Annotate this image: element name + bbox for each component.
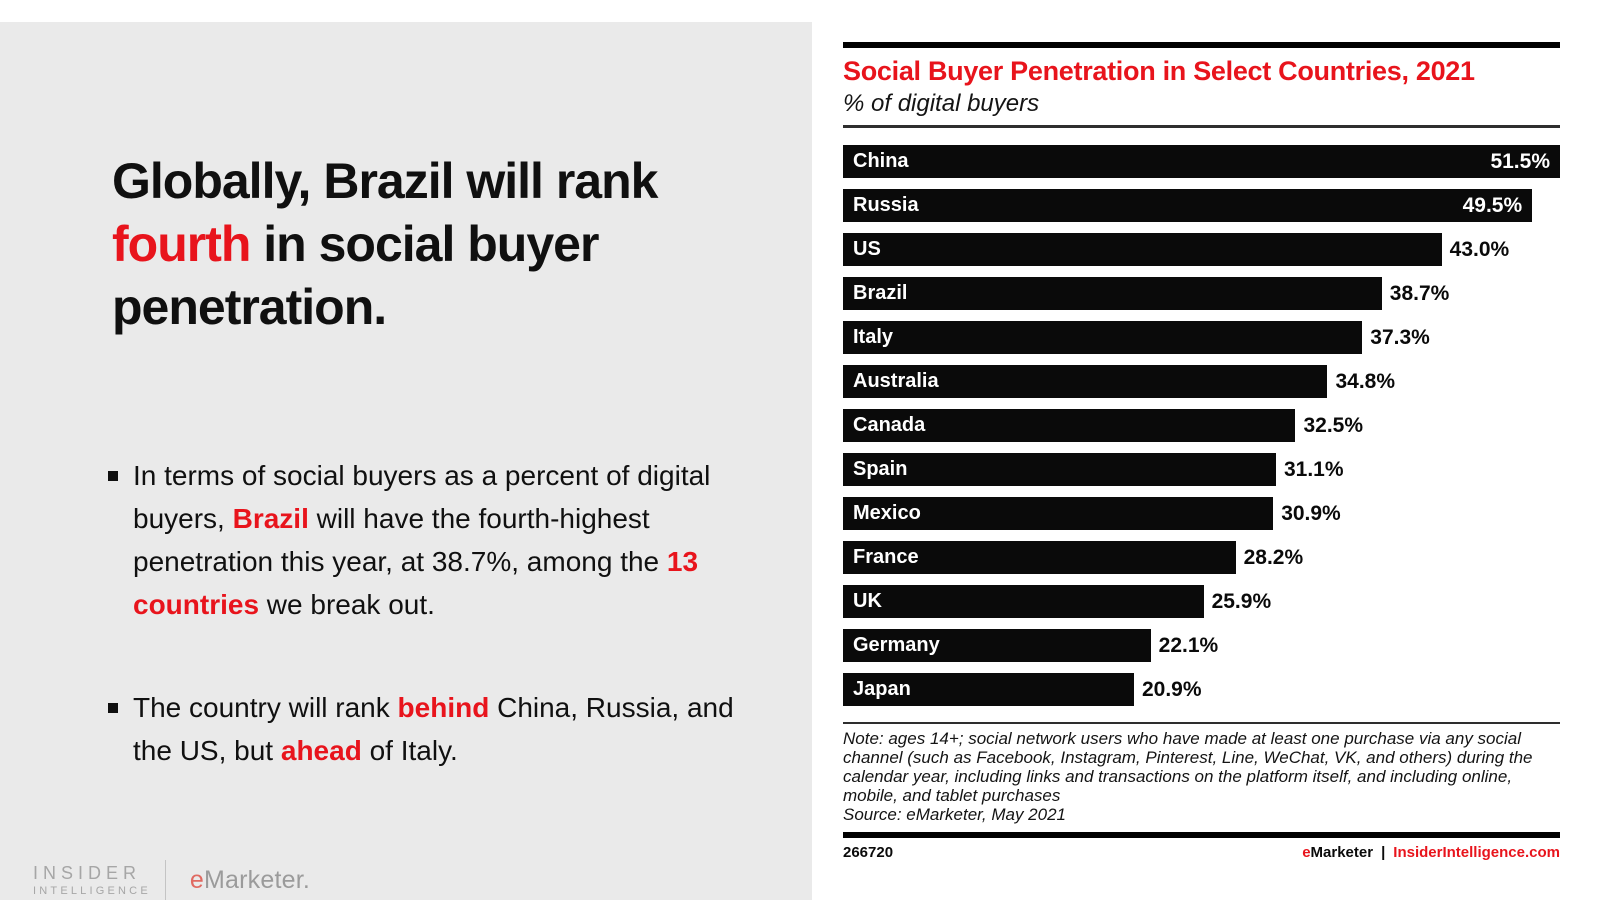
chart-note-rule	[843, 722, 1560, 724]
bullet-segment: we break out.	[259, 589, 435, 620]
bullet-item: The country will rank behind China, Russ…	[108, 686, 768, 772]
bar-chart: China 51.5% Russia 49.5% US 43.0% Brazil 38.7% I…	[843, 145, 1560, 717]
insider-intelligence-emarketer-logo: INSIDER INTELLIGENCE eMarketer.	[33, 860, 310, 900]
chart-top-rule	[843, 42, 1560, 48]
emarketer-logo-rest: Marketer.	[203, 865, 310, 894]
bar-country-label: Mexico	[853, 502, 921, 524]
bar-row: France 28.2%	[843, 541, 1560, 574]
chart-note-block: Note: ages 14+; social network users who…	[843, 729, 1560, 824]
bar-country-label: UK	[853, 590, 882, 612]
insider-intelligence-logo: INSIDER INTELLIGENCE	[33, 862, 151, 898]
headline: Globally, Brazil will rank fourth in soc…	[112, 150, 712, 339]
left-panel: Globally, Brazil will rank fourth in soc…	[0, 22, 812, 900]
bar-row: Canada 32.5%	[843, 409, 1560, 442]
bar-country-label: France	[853, 546, 919, 568]
bar-row: US 43.0%	[843, 233, 1560, 266]
chart-id: 266720	[843, 844, 894, 861]
bar-value-label: 37.3%	[1370, 325, 1430, 349]
bar-value-label: 38.7%	[1389, 281, 1450, 305]
bullet-item: In terms of social buyers as a percent o…	[108, 454, 768, 626]
bar-row: UK 25.9%	[843, 585, 1560, 618]
bar-value-label: 30.9%	[1281, 501, 1341, 525]
bar: Italy	[843, 321, 1363, 354]
bullet-segment: of Italy.	[361, 735, 458, 766]
bar: Spain	[843, 453, 1276, 486]
emarketer-logo: eMarketer.	[190, 866, 310, 895]
footer-site-link[interactable]: InsiderIntelligence.com	[1393, 844, 1560, 861]
bullet-highlight: Brazil	[232, 503, 309, 534]
bar: China 51.5%	[843, 145, 1560, 178]
bullet-segment: The country will rank	[133, 692, 398, 723]
bar: Japan	[843, 673, 1134, 706]
bullet-segment: will have the fourth-highest penetration…	[133, 503, 667, 577]
bullet-highlight: 13 countries	[133, 546, 699, 620]
logo-intelligence-text: INTELLIGENCE	[33, 885, 151, 897]
bar-country-label: Japan	[853, 678, 911, 700]
bar-country-label: Germany	[853, 634, 940, 656]
chart-subtitle-rule	[843, 125, 1560, 128]
bar-row: Brazil 38.7%	[843, 277, 1560, 310]
bullet-highlight: behind	[397, 692, 490, 723]
bar-value-label: 22.1%	[1158, 633, 1219, 657]
bar-row: China 51.5%	[843, 145, 1560, 178]
bar-row: Russia 49.5%	[843, 189, 1560, 222]
bar-value-label: 32.5%	[1303, 413, 1364, 437]
chart-note: Note: ages 14+; social network users who…	[843, 729, 1533, 805]
bar: Mexico	[843, 497, 1274, 530]
footer-brand-rest: Marketer	[1310, 844, 1374, 861]
bar-value-label: 31.1%	[1283, 457, 1344, 481]
headline-segment: in social buyer penetration.	[112, 216, 599, 335]
bar-row: Australia 34.8%	[843, 365, 1560, 398]
bar-country-label: Australia	[853, 370, 939, 392]
bullet-text: In terms of social buyers as a percent o…	[133, 454, 743, 626]
bar-country-label: Brazil	[853, 282, 908, 304]
bar-row: Mexico 30.9%	[843, 497, 1560, 530]
bullet-square-icon	[108, 471, 118, 481]
bar-row: Italy 37.3%	[843, 321, 1560, 354]
bar-value-label: 51.5%	[1490, 149, 1550, 173]
bar-value-label: 25.9%	[1211, 589, 1272, 613]
logo-divider	[164, 860, 166, 900]
logo-insider-text: INSIDER	[33, 863, 142, 883]
headline-segment: Globally, Brazil will rank	[112, 153, 658, 209]
bar: Brazil	[843, 277, 1382, 310]
bar-row: Spain 31.1%	[843, 453, 1560, 486]
bar-country-label: Spain	[853, 458, 908, 480]
chart-subtitle: % of digital buyers	[843, 90, 1040, 117]
bar-row: Germany 22.1%	[843, 629, 1560, 662]
bar: UK	[843, 585, 1204, 618]
bar-value-label: 43.0%	[1449, 237, 1510, 261]
chart-footer: 266720 e Marketer | InsiderIntelligence.com	[843, 844, 1560, 861]
bar: France	[843, 541, 1236, 574]
bar-row: Japan 20.9%	[843, 673, 1560, 706]
footer-brand: e Marketer | InsiderIntelligence.com	[1302, 844, 1560, 861]
headline-highlight: fourth	[112, 216, 251, 272]
chart-source: Source: eMarketer, May 2021	[843, 805, 1067, 824]
bar-value-label: 49.5%	[1462, 193, 1523, 217]
bullet-segment: In terms of social buyers as a percent o…	[133, 460, 711, 534]
bar-country-label: US	[853, 238, 881, 260]
bullet-text: The country will rank behind China, Russ…	[133, 686, 743, 772]
chart-title: Social Buyer Penetration in Select Count…	[843, 56, 1475, 86]
bar: Russia 49.5%	[843, 189, 1533, 222]
bar-value-label: 28.2%	[1243, 545, 1304, 569]
bar-value-label: 20.9%	[1141, 677, 1202, 701]
footer-separator: |	[1381, 844, 1386, 861]
bar-value-label: 34.8%	[1335, 369, 1396, 393]
bar: Australia	[843, 365, 1328, 398]
bar-country-label: China	[853, 150, 909, 172]
chart-bottom-rule	[843, 832, 1560, 838]
emarketer-logo-e: e	[189, 865, 204, 894]
bar-country-label: Canada	[853, 414, 926, 436]
bar: Germany	[843, 629, 1151, 662]
bullet-segment: China, Russia, and the US, but	[133, 692, 734, 766]
bullet-list: In terms of social buyers as a percent o…	[108, 454, 768, 832]
bullet-square-icon	[108, 703, 118, 713]
bullet-highlight: ahead	[280, 735, 362, 766]
bar: US	[843, 233, 1442, 266]
bar-country-label: Russia	[853, 194, 919, 216]
bar: Canada	[843, 409, 1296, 442]
bar-country-label: Italy	[853, 326, 894, 348]
footer-brand-e: e	[1302, 844, 1311, 861]
